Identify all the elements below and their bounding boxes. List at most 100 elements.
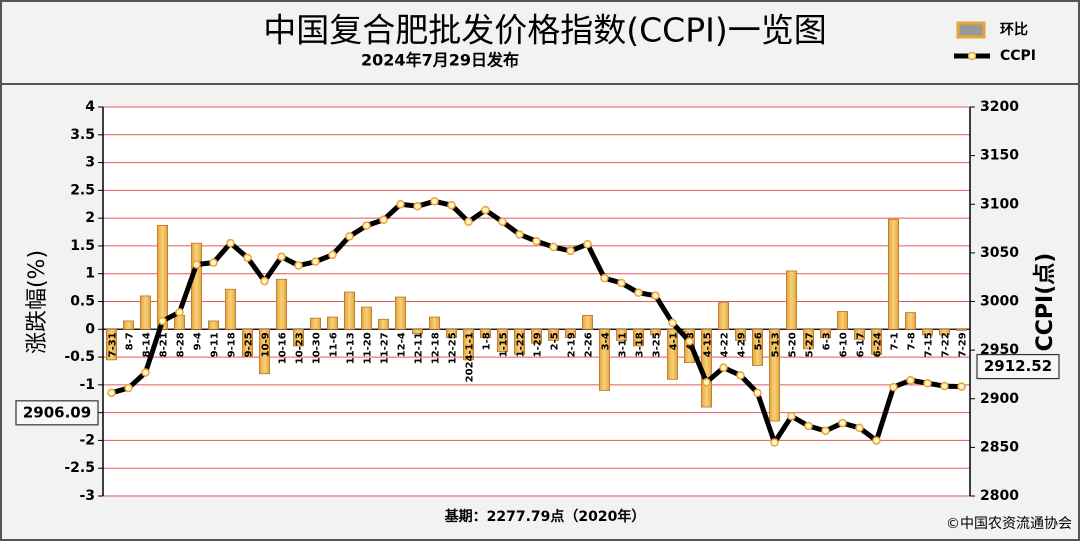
ccpi-point — [260, 276, 269, 286]
x-tick-label: 5-13 — [771, 332, 782, 357]
bar — [871, 328, 883, 355]
x-tick-label: 3-11 — [618, 332, 629, 357]
y-tick-label: -3 — [79, 488, 95, 504]
ccpi-point — [141, 368, 150, 377]
bar — [922, 328, 934, 336]
bar — [326, 316, 338, 330]
bar — [854, 328, 866, 340]
value-label-box — [15, 400, 99, 426]
x-tick-label: 8-21 — [159, 332, 170, 357]
legend-swatch — [956, 21, 986, 39]
ccpi-point — [464, 217, 473, 227]
x-tick-label: 6-10 — [839, 332, 850, 357]
x-tick-label: 4-15 — [703, 332, 714, 357]
footer-note: 基期：2277.79点（2020年） — [445, 508, 646, 525]
ccpi-point — [889, 382, 898, 392]
y2-tick-label: 3200 — [980, 99, 1019, 115]
y2-axis-label: CCPI(点) — [1032, 253, 1058, 352]
x-tick-label: 11-6 — [329, 332, 340, 357]
x-tick-label: 7-15 — [924, 332, 935, 357]
ccpi-point — [906, 376, 915, 385]
bar — [786, 270, 798, 330]
ccpi-point — [821, 426, 830, 436]
ccpi-point — [362, 221, 371, 230]
x-tick-label: 8-28 — [176, 332, 187, 357]
x-tick-label: 3-18 — [635, 332, 646, 357]
x-tick-label: 7-22 — [941, 332, 952, 357]
y-tick-label: 2 — [85, 210, 95, 226]
bar — [633, 328, 645, 347]
x-tick-label: 9-11 — [210, 332, 221, 357]
x-tick-label: 4-1 — [669, 332, 680, 350]
ccpi-point — [243, 253, 252, 262]
ccpi-point — [787, 412, 796, 421]
bar — [548, 328, 560, 341]
y-tick-label: -2.5 — [64, 460, 95, 476]
bar — [905, 312, 917, 330]
bar — [343, 291, 355, 330]
bar — [616, 328, 628, 341]
x-tick-label: 12-25 — [448, 332, 459, 364]
ccpi-point — [294, 261, 303, 270]
ccpi-point — [430, 197, 439, 206]
ccpi-point — [957, 382, 966, 391]
x-tick-label: 3-4 — [601, 332, 612, 350]
ccpi-point — [736, 371, 745, 380]
bar — [599, 328, 611, 391]
ccpi-point — [617, 278, 626, 288]
bar — [411, 328, 423, 335]
ccpi-point — [277, 252, 286, 262]
bar — [496, 328, 508, 352]
ccpi-point — [481, 205, 490, 215]
ccpi-point — [175, 307, 184, 317]
ccpi-point — [124, 383, 133, 393]
y2-tick-label: 3150 — [980, 148, 1019, 164]
y-tick-label: -0.5 — [64, 349, 95, 365]
x-tick-label: 10-30 — [312, 332, 323, 364]
ccpi-point — [804, 421, 813, 431]
y-tick-label: 3 — [85, 155, 95, 171]
bar — [939, 328, 951, 336]
bar — [462, 328, 474, 361]
ccpi-point — [226, 238, 235, 248]
bar — [224, 288, 236, 330]
bar — [667, 328, 679, 380]
x-tick-label: 2024-1-1 — [465, 332, 476, 382]
bar — [309, 317, 321, 330]
x-tick-label: 1-22 — [516, 332, 527, 357]
x-tick-label: 9-25 — [244, 332, 255, 357]
bar — [428, 316, 440, 330]
x-tick-label: 6-3 — [822, 332, 833, 350]
bar — [207, 320, 219, 330]
x-tick-label: 12-4 — [397, 332, 408, 357]
ccpi-point — [107, 388, 116, 398]
ccpi-point — [838, 418, 847, 428]
ccpi-point — [549, 242, 558, 252]
chart-subtitle: 2024年7月29日发布 — [361, 51, 519, 70]
x-tick-label: 11-20 — [363, 332, 374, 364]
legend-swatch-dot — [967, 51, 977, 61]
bar — [106, 328, 118, 361]
x-tick-label: 9-4 — [193, 332, 204, 350]
bar — [258, 328, 270, 375]
ccpi-point — [702, 377, 711, 387]
ccpi-point — [447, 200, 456, 210]
x-tick-label: 6-24 — [873, 332, 884, 357]
bar — [735, 328, 747, 341]
bar — [531, 328, 543, 344]
x-tick-label: 7-1 — [890, 332, 901, 350]
ccpi-point — [634, 288, 643, 297]
x-tick-label: 2-19 — [567, 332, 578, 357]
bar — [514, 328, 526, 355]
ccpi-point — [328, 250, 337, 260]
ccpi-point — [209, 258, 218, 267]
y2-tick-label: 3050 — [980, 245, 1019, 261]
ccpi-point — [855, 423, 864, 433]
x-tick-label: 4-29 — [737, 332, 748, 357]
legend-label: CCPI — [1000, 48, 1036, 64]
ccpi-point — [192, 260, 201, 269]
ccpi-point — [515, 230, 524, 239]
bar — [360, 306, 372, 330]
ccpi-point — [651, 291, 660, 300]
ccpi-point — [413, 201, 422, 211]
